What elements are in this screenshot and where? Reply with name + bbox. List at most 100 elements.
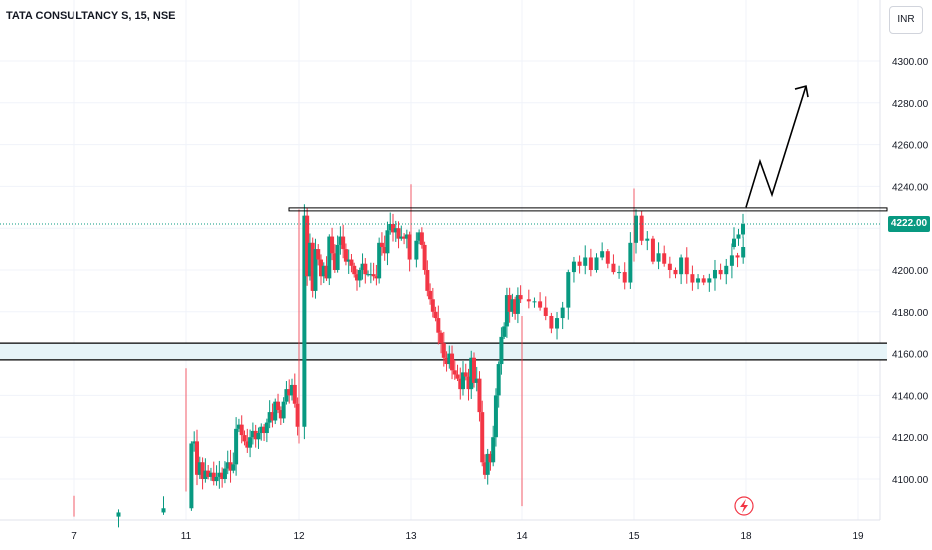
candle-up: [617, 272, 622, 274]
candle-down: [667, 263, 672, 270]
candle-down: [324, 265, 329, 279]
candle-down: [452, 370, 457, 375]
x-tick-label: 13: [405, 531, 417, 542]
candle-down: [363, 263, 368, 275]
candle-down: [718, 270, 723, 275]
candle-up: [493, 395, 498, 438]
candle-up: [707, 278, 712, 283]
candle-up: [192, 441, 197, 444]
candle-up: [496, 364, 501, 396]
candle-down: [220, 472, 225, 479]
candle-down: [436, 318, 441, 333]
candle-up: [404, 234, 409, 239]
x-tick-label: 15: [628, 531, 640, 542]
candle-down: [588, 257, 593, 270]
projection-arrowhead: [794, 85, 809, 98]
candle-up: [515, 295, 520, 314]
candle-down: [245, 441, 250, 448]
projection-path: [745, 85, 807, 208]
candle-up: [338, 236, 343, 245]
candle-up: [321, 265, 326, 277]
candle-down: [391, 224, 395, 233]
candle-up: [502, 326, 507, 337]
candle-down: [253, 430, 258, 440]
candle-down: [374, 276, 379, 279]
candle-down: [518, 295, 523, 300]
candle-up: [393, 228, 398, 233]
candle-up: [231, 464, 236, 471]
candle-up: [485, 453, 490, 475]
candle-down: [444, 357, 449, 365]
candle-down: [684, 257, 689, 275]
candle-down: [206, 470, 211, 477]
candle-down: [407, 234, 412, 260]
candle-down: [355, 274, 359, 281]
candle-up: [290, 384, 295, 396]
last-price-badge: 4222.00: [888, 216, 930, 233]
candle-up: [161, 508, 166, 513]
candle-up: [307, 242, 312, 277]
candle-up: [417, 232, 422, 241]
candle-down: [396, 228, 401, 239]
candle-up: [346, 259, 351, 262]
candle-up: [566, 272, 571, 308]
candle-up: [236, 424, 241, 429]
candle-up: [267, 412, 272, 423]
candle-down: [343, 249, 348, 262]
candle-down: [482, 462, 487, 475]
currency-button[interactable]: INR: [889, 6, 923, 34]
candle-up: [302, 215, 307, 427]
candle-down: [310, 242, 315, 291]
candle-up: [491, 437, 496, 463]
candle-down: [349, 259, 354, 266]
candle-down: [455, 374, 460, 379]
candle-down: [458, 378, 463, 390]
resistance-line: [288, 207, 888, 212]
candle-down: [276, 401, 281, 411]
candle-down: [471, 357, 476, 383]
candle-up: [234, 428, 239, 465]
candle-up: [259, 426, 264, 434]
candle-down: [480, 412, 485, 463]
candle-up: [461, 372, 466, 390]
candle-down: [382, 247, 387, 254]
candle-up: [248, 437, 253, 448]
y-tick-label: 4160.00: [892, 350, 929, 361]
y-tick-label: 4140.00: [892, 391, 929, 402]
candle-up: [313, 249, 318, 291]
candle-down: [292, 384, 297, 404]
candle-up: [510, 299, 515, 312]
candle-up: [189, 443, 194, 509]
candle-down: [330, 236, 335, 254]
candle-up: [360, 263, 365, 270]
candle-down: [425, 270, 430, 291]
x-axis: 7 11 12 13 14 15 18 19: [71, 531, 864, 542]
candle-up: [504, 295, 509, 327]
candle-up: [284, 389, 289, 402]
candle-up: [583, 257, 588, 266]
candle-up: [399, 236, 404, 239]
candle-down: [419, 232, 424, 245]
candle-up: [116, 512, 121, 517]
candle-down: [278, 410, 283, 419]
y-tick-label: 4260.00: [892, 141, 929, 152]
candle-down: [295, 403, 300, 427]
y-tick-label: 4200.00: [892, 266, 929, 277]
candle-down: [305, 215, 310, 277]
candle-up: [414, 240, 419, 260]
candle-down: [513, 299, 518, 314]
candle-down: [200, 462, 205, 479]
x-tick-label: 18: [740, 531, 752, 542]
candle-down: [332, 253, 337, 270]
candle-up: [222, 468, 227, 479]
y-tick-label: 4100.00: [892, 475, 929, 486]
candle-down: [466, 376, 471, 390]
candles: [73, 184, 746, 528]
x-tick-label: 12: [293, 531, 305, 542]
candle-down: [543, 307, 548, 316]
candle-up: [645, 238, 650, 241]
candle-down: [287, 389, 292, 396]
candle-down: [242, 435, 247, 442]
candle-down: [402, 236, 407, 239]
